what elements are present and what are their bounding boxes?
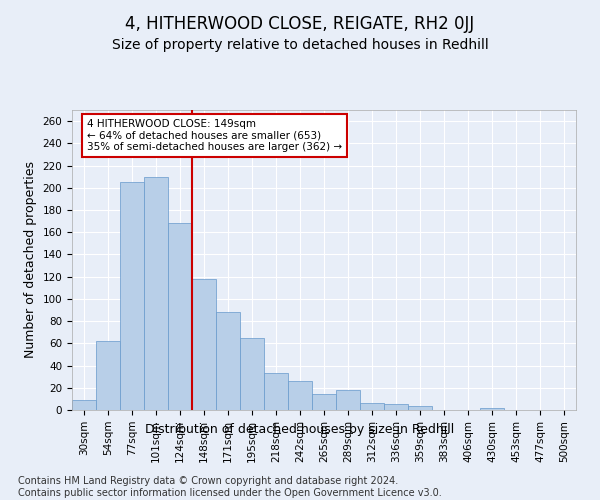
Bar xyxy=(408,406,432,410)
Bar xyxy=(72,400,96,410)
Bar xyxy=(360,404,384,410)
Bar xyxy=(96,341,120,410)
Text: 4, HITHERWOOD CLOSE, REIGATE, RH2 0JJ: 4, HITHERWOOD CLOSE, REIGATE, RH2 0JJ xyxy=(125,15,475,33)
Bar xyxy=(480,408,504,410)
Text: Size of property relative to detached houses in Redhill: Size of property relative to detached ho… xyxy=(112,38,488,52)
Bar xyxy=(384,404,408,410)
Bar xyxy=(144,176,168,410)
Text: Distribution of detached houses by size in Redhill: Distribution of detached houses by size … xyxy=(145,422,455,436)
Bar xyxy=(120,182,144,410)
Bar xyxy=(264,374,288,410)
Bar xyxy=(216,312,240,410)
Bar xyxy=(192,279,216,410)
Text: 4 HITHERWOOD CLOSE: 149sqm
← 64% of detached houses are smaller (653)
35% of sem: 4 HITHERWOOD CLOSE: 149sqm ← 64% of deta… xyxy=(87,119,342,152)
Bar xyxy=(336,390,360,410)
Text: Contains HM Land Registry data © Crown copyright and database right 2024.
Contai: Contains HM Land Registry data © Crown c… xyxy=(18,476,442,498)
Bar xyxy=(240,338,264,410)
Bar xyxy=(312,394,336,410)
Bar xyxy=(168,224,192,410)
Y-axis label: Number of detached properties: Number of detached properties xyxy=(24,162,37,358)
Bar xyxy=(288,381,312,410)
